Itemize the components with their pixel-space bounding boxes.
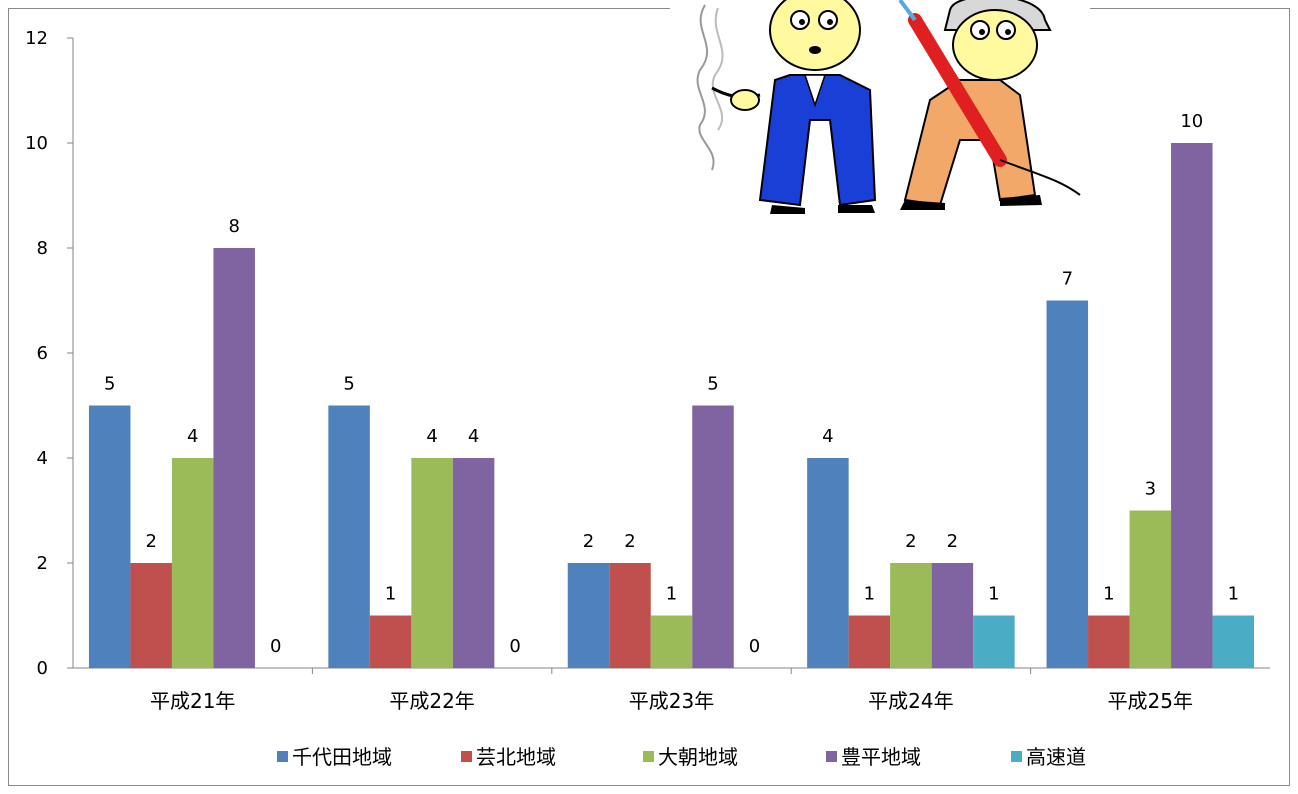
data-label: 8 [228,216,239,237]
bar [650,615,693,668]
bar [1212,615,1255,668]
x-category-label: 平成22年 [389,689,474,713]
data-label: 3 [1145,479,1156,500]
x-category-label: 平成24年 [868,689,953,713]
bar [171,458,214,668]
bar [1129,510,1172,668]
data-label: 1 [864,584,875,605]
data-label: 7 [1062,269,1073,290]
bar [609,563,651,668]
bar [1171,143,1213,668]
bar [411,458,453,668]
x-category-label: 平成25年 [1108,689,1193,713]
bar [692,405,734,668]
data-label: 5 [343,374,354,395]
bar [328,405,370,668]
data-label: 2 [624,531,635,552]
legend-swatch [277,751,288,762]
data-label: 2 [583,531,594,552]
bar [931,563,974,668]
data-label: 0 [749,636,760,657]
data-label: 5 [707,374,718,395]
data-label: 5 [104,374,115,395]
bar [213,248,255,668]
y-tick-label: 8 [37,238,48,259]
data-label: 2 [947,531,958,552]
bar [848,615,891,668]
x-category-label: 平成23年 [629,689,714,713]
bar [890,563,932,668]
bar [973,615,1015,668]
bar [567,563,610,668]
data-label: 4 [426,426,437,447]
data-label: 1 [988,584,999,605]
data-label: 1 [666,584,677,605]
bar [130,563,172,668]
cartoon-officials-icon [670,0,1090,225]
data-label: 1 [385,584,396,605]
data-label: 0 [509,636,520,657]
data-label: 10 [1180,111,1203,132]
y-tick-label: 12 [25,28,48,49]
legend-label: 芸北地域 [476,745,556,769]
data-label: 0 [270,636,281,657]
legend-swatch [461,751,472,762]
y-tick-label: 2 [37,553,48,574]
legend-label: 高速道 [1026,745,1086,769]
data-label: 2 [145,531,156,552]
data-label: 4 [187,426,198,447]
legend-label: 千代田地域 [292,745,392,769]
legend-label: 豊平地域 [841,745,921,769]
bar [452,458,495,668]
bar [369,615,412,668]
data-label: 4 [468,426,479,447]
bar [88,405,131,668]
legend-swatch [826,751,837,762]
bar [1046,300,1089,668]
x-category-label: 平成21年 [150,689,235,713]
bar [807,458,849,668]
y-tick-label: 4 [37,448,48,469]
legend: 千代田地域 芸北地域 大朝地域 豊平地域 高速道 [277,745,1086,769]
legend-label: 大朝地域 [658,745,738,769]
legend-swatch [1011,751,1022,762]
y-tick-label: 6 [37,343,48,364]
data-label: 1 [1228,584,1239,605]
data-label: 4 [822,426,833,447]
y-tick-label: 0 [37,658,48,679]
bar [1088,615,1130,668]
legend-swatch [643,751,654,762]
y-tick-label: 10 [25,133,48,154]
bars [88,143,1255,668]
data-label: 2 [905,531,916,552]
data-label: 1 [1103,584,1114,605]
